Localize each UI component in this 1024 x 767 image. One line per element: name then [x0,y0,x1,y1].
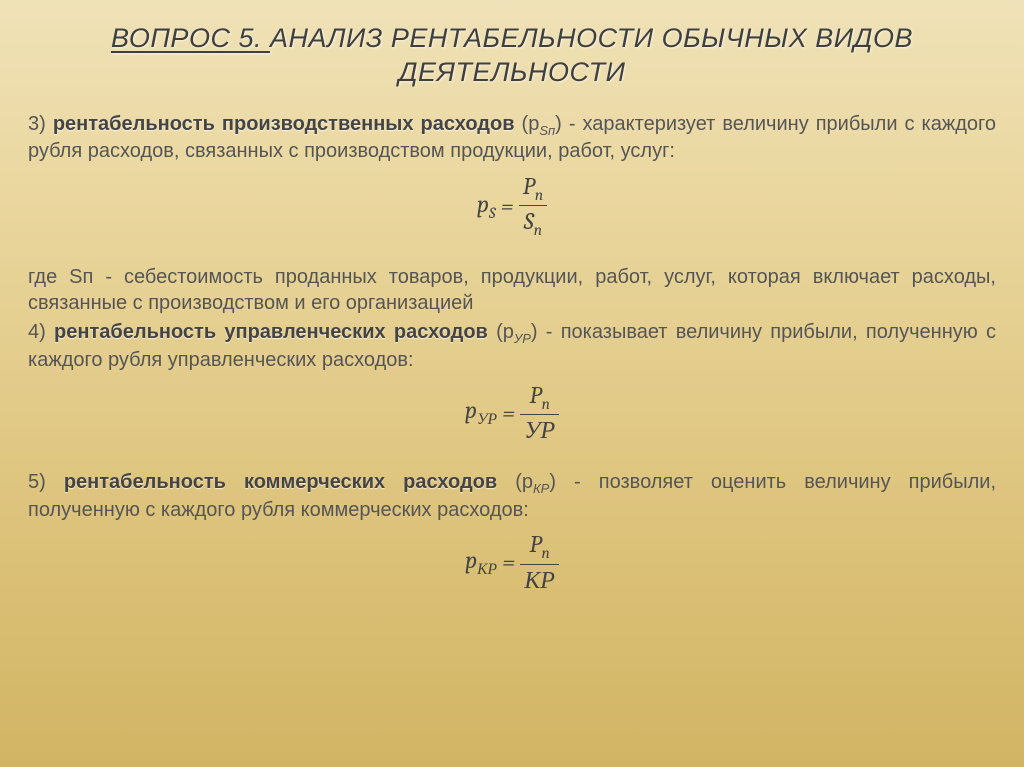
f3-den-sub: n [534,221,542,239]
item3-tail: (р [515,113,540,135]
item3-tail-sub: Sп [539,123,555,138]
formula-5: pКР = Pn КР [28,529,996,595]
item4-lead: 4) [28,321,54,343]
slide-body: 3) рентабельность производственных расхо… [28,112,996,596]
f4-den: УР [520,414,559,446]
slide: ВОПРОС 5. АНАЛИЗ РЕНТАБЕЛЬНОСТИ ОБЫЧНЫХ … [0,0,1024,596]
f3-num: Pn [519,171,547,206]
item5-tail: (р [497,471,533,493]
f4-num-base: P [530,381,542,409]
f4-lhs-sub: УР [477,410,497,428]
item-4: 4) рентабельность управленческих расходо… [28,320,996,373]
f4-num: Pn [520,380,559,415]
f3-num-base: P [523,172,535,200]
f4-lhs-base: p [465,396,477,424]
f3-frac: Pn Sn [519,171,547,242]
f4-frac: Pn УР [520,380,559,446]
f3-num-sub: n [535,186,543,204]
where-3: где Sп - себестоимость проданных товаров… [28,265,996,316]
formula-4: pУР = Pn УР [28,380,996,446]
f4-lhs: pУР [465,396,502,424]
f5-lhs-sub: КР [477,560,497,578]
item-5: 5) рентабельность коммерческих расходов … [28,470,996,523]
f3-den-base: S [524,207,534,235]
f3-lhs: pS [477,190,501,218]
f5-lhs-base: p [465,546,477,574]
f3-eq: = [501,192,519,220]
f4-num-sub: n [542,394,550,412]
item-3: 3) рентабельность производственных расхо… [28,112,996,165]
item4-tail: (р [488,321,514,343]
title-rest: АНАЛИЗ РЕНТАБЕЛЬНОСТИ ОБЫЧНЫХ ВИДОВ ДЕЯТ… [270,23,913,87]
item5-tail-sub: КР [533,481,549,496]
slide-title: ВОПРОС 5. АНАЛИЗ РЕНТАБЕЛЬНОСТИ ОБЫЧНЫХ … [28,22,996,90]
f5-frac: Pn КР [520,529,559,595]
formula-3: pS = Pn Sn [28,171,996,242]
f3-den: Sn [519,205,547,241]
f3-lhs-base: p [477,190,489,218]
item4-term: рентабельность управленческих расходов [54,321,488,343]
item5-lead: 5) [28,471,64,493]
item5-term: рентабельность коммерческих расходов [64,471,497,493]
item4-tail-sub: УР [514,331,531,346]
item3-term: рентабельность производственных расходов [53,113,515,135]
f5-num-sub: n [542,544,550,562]
f5-den: КР [520,564,559,596]
f5-num: Pn [520,529,559,564]
f4-eq: = [502,399,520,427]
item3-lead: 3) [28,113,53,135]
f5-num-base: P [529,530,541,558]
f3-lhs-sub: S [489,203,495,221]
f5-eq: = [502,548,520,576]
title-underlined: ВОПРОС 5. [111,23,270,53]
f5-lhs: pКР [465,546,502,574]
